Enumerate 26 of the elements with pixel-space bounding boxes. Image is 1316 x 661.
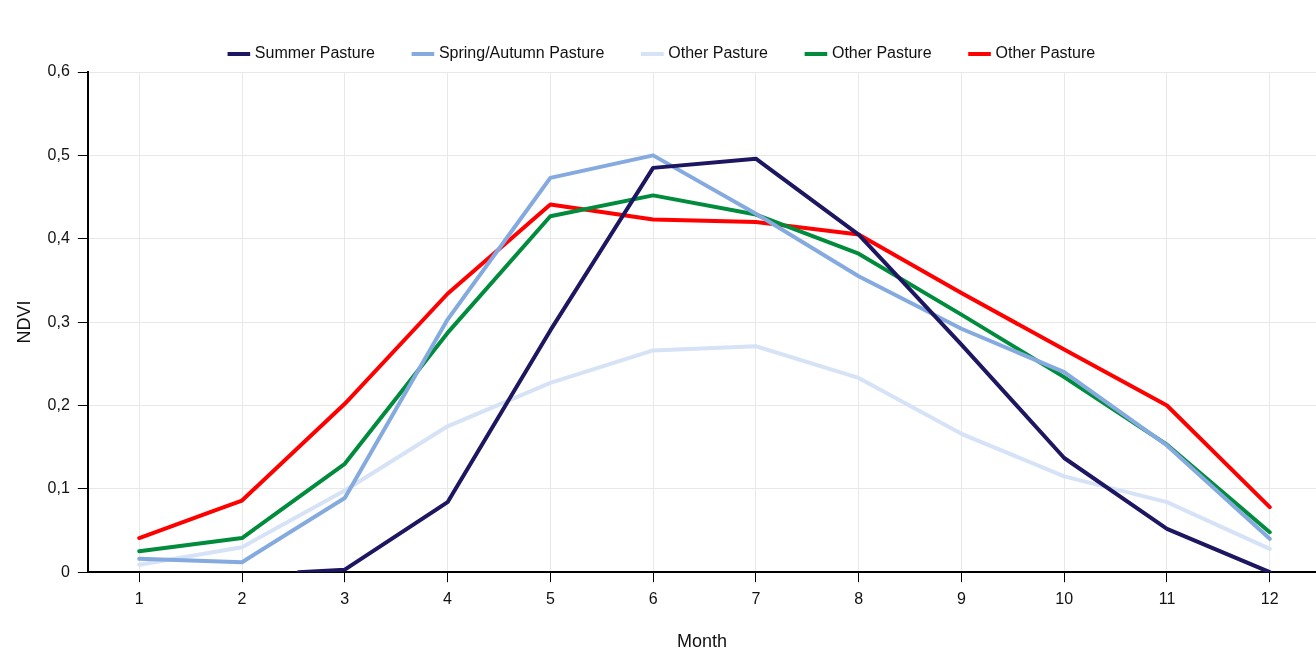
legend-label: Other Pasture xyxy=(995,44,1096,62)
y-axis-title: NDVI xyxy=(13,300,34,344)
legend-label: Spring/Autumn Pasture xyxy=(438,44,605,62)
y-tick-label: 0,5 xyxy=(47,145,70,163)
legend-label: Other Pasture xyxy=(831,44,932,62)
x-tick-label: 1 xyxy=(134,590,144,608)
x-tick-label: 8 xyxy=(854,590,864,608)
x-tick-label: 4 xyxy=(443,590,453,608)
x-tick-label: 2 xyxy=(237,590,247,608)
x-tick-label: 6 xyxy=(648,590,658,608)
y-tick-label: 0,1 xyxy=(47,479,70,497)
y-tick-label: 0 xyxy=(60,562,70,580)
legend-label: Other Pasture xyxy=(668,44,769,62)
x-tick-label: 5 xyxy=(545,590,555,608)
y-tick-label: 0,6 xyxy=(47,62,70,80)
y-tick-label: 0,3 xyxy=(47,312,70,330)
x-tick-label: 3 xyxy=(340,590,350,608)
x-axis-title: Month xyxy=(676,631,727,652)
x-tick-label: 11 xyxy=(1158,590,1176,608)
legend-label: Summer Pasture xyxy=(254,44,376,62)
x-tick-label: 10 xyxy=(1055,590,1074,608)
y-tick-label: 0,2 xyxy=(47,395,70,413)
y-tick-label: 0,4 xyxy=(47,229,70,247)
x-tick-label: 7 xyxy=(751,590,761,608)
x-tick-label: 9 xyxy=(956,590,966,608)
x-tick-label: 12 xyxy=(1260,590,1279,608)
